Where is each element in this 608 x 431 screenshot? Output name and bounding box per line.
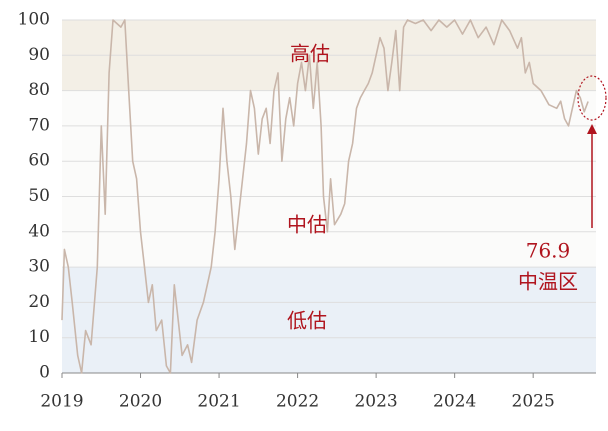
y-tick-label: 20: [28, 292, 50, 312]
plot: [61, 19, 589, 374]
x-tick-label: 2021: [197, 392, 240, 412]
y-tick-label: 30: [28, 257, 50, 277]
annotation: 中估: [287, 213, 327, 237]
band: [62, 267, 596, 373]
line: [61, 19, 589, 374]
x-tick-label: 2023: [354, 392, 397, 412]
annotation: 76.9: [526, 239, 571, 263]
y-tick-label: 60: [28, 151, 50, 171]
grid: 0 10 20 30 40 50 60 70 80 90 100 2019 2020 2021 2022 20…: [18, 10, 596, 412]
y-tick-label: 80: [28, 80, 50, 100]
arrow-head: [587, 124, 597, 134]
band: [62, 90, 596, 268]
bands: [62, 20, 596, 373]
y-tick-label: 70: [28, 115, 50, 135]
annotation: 低估: [287, 309, 327, 333]
highlight-ellipse: [577, 75, 607, 121]
y-tick-label: 0: [39, 363, 50, 383]
y-tick-label: 100: [18, 10, 50, 30]
x-tick-label: 2020: [119, 392, 162, 412]
y-tick-label: 50: [28, 186, 50, 206]
y-tick-label: 40: [28, 221, 50, 241]
x-tick-label: 2025: [512, 392, 555, 412]
y-tick-label: 90: [28, 45, 50, 65]
x-tick-label: 2024: [433, 392, 476, 412]
annotation: 高估: [290, 42, 330, 66]
x-tick-label: 2022: [276, 392, 319, 412]
x-tick-label: 2019: [40, 392, 83, 412]
annotation: 中温区: [518, 270, 578, 294]
y-tick-label: 10: [28, 327, 50, 347]
